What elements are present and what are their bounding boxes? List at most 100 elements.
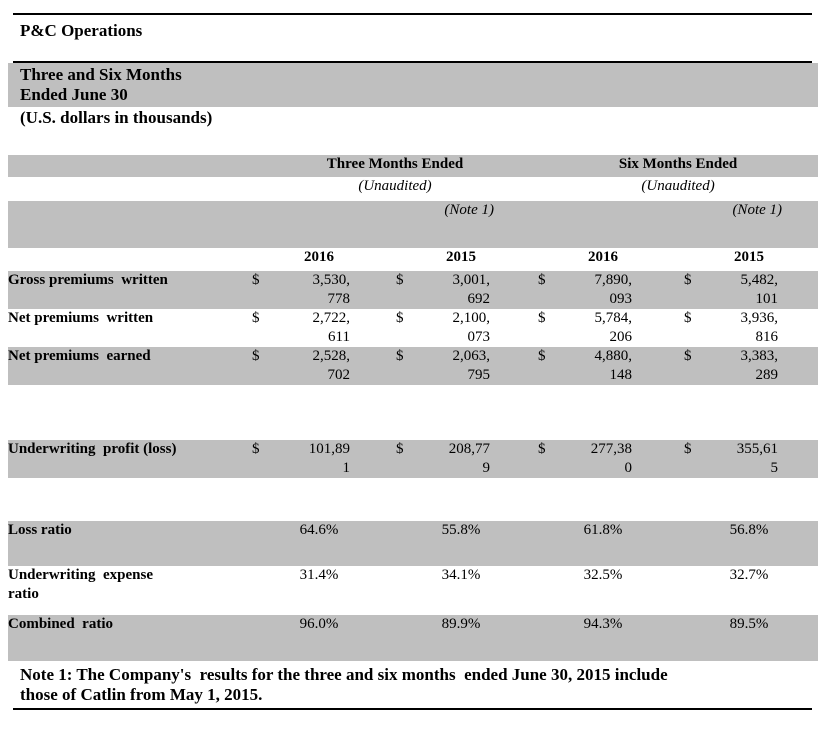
group-header-six-months: Six Months Ended	[618, 156, 738, 172]
gap-cell	[354, 309, 396, 347]
unaudited-row: (Unaudited) (Unaudited)	[8, 177, 818, 201]
currency-symbol: $	[396, 348, 404, 364]
currency-symbol: $	[252, 272, 260, 288]
currency-symbol: $	[252, 348, 260, 364]
value-cell: 7,890, 093	[594, 272, 633, 307]
row-label: Combined ratio	[8, 616, 113, 632]
empty-cell	[684, 521, 716, 566]
pc-operations-table: Three Months Ended Six Months Ended (Una…	[8, 155, 819, 661]
currency-symbol: $	[252, 310, 260, 326]
currency-symbol: $	[396, 272, 404, 288]
currency-symbol: $	[684, 272, 692, 288]
gap-cell	[354, 248, 396, 271]
currency-symbol: $	[538, 441, 546, 457]
currency-symbol: $	[396, 310, 404, 326]
empty-cell	[8, 201, 252, 248]
table-body: Gross premiums written $3,530, 778 $3,001,…	[8, 271, 819, 661]
spacer-row	[8, 385, 818, 440]
gap-cell	[636, 521, 684, 566]
currency-symbol: $	[396, 441, 404, 457]
value-cell: 94.3%	[583, 616, 623, 632]
currency-symbol: $	[538, 310, 546, 326]
year-header-row: 2016 2015 2016 2015	[8, 248, 818, 271]
value-cell: 3,383, 289	[740, 348, 779, 383]
value-cell: 96.0%	[299, 616, 339, 632]
value-cell: 3,001, 692	[452, 272, 491, 307]
group-header-three-months: Three Months Ended	[326, 156, 464, 172]
currency-symbol: $	[538, 272, 546, 288]
year-header-3mo-2016: 2016	[304, 249, 334, 265]
gap-cell	[636, 615, 684, 661]
empty-cell	[782, 248, 818, 271]
value-cell: 5,784, 206	[594, 310, 633, 345]
horizontal-rule-top	[13, 13, 812, 15]
subtitle-line-1: Three and Six Months	[20, 65, 182, 84]
empty-cell	[396, 521, 428, 566]
value-cell: 55.8%	[441, 522, 481, 538]
gap-cell	[494, 615, 538, 661]
table-row: Gross premiums written $3,530, 778 $3,001,…	[8, 271, 819, 309]
table-row: Net premiums written $2,722, 611 $2,100, 0…	[8, 309, 818, 347]
empty-cell	[396, 248, 428, 271]
empty-cell	[538, 521, 570, 566]
gap-cell	[494, 440, 538, 478]
value-cell: 34.1%	[441, 567, 481, 583]
currency-symbol: $	[252, 441, 260, 457]
gap-cell	[354, 566, 396, 615]
gap-cell	[494, 201, 538, 248]
gap-cell	[494, 309, 538, 347]
value-cell: 64.6%	[299, 522, 339, 538]
gap-cell	[494, 248, 538, 271]
value-cell: 89.5%	[729, 616, 769, 632]
empty-cell	[782, 347, 818, 385]
group-header-row: Three Months Ended Six Months Ended	[8, 155, 819, 177]
table-row: Loss ratio 64.6% 55.8% 61.8% 56.8%	[8, 521, 819, 566]
gap-cell	[636, 309, 684, 347]
gap-cell	[636, 566, 684, 615]
value-cell: 2,528, 702	[312, 348, 351, 383]
value-cell: 101,89 1	[308, 441, 350, 476]
unaudited-label-three-months: (Unaudited)	[358, 178, 432, 194]
year-header-6mo-2015: 2015	[734, 249, 765, 265]
table-row: Net premiums earned $2,528, 702 $2,063, 79…	[8, 347, 819, 385]
empty-cell	[252, 248, 284, 271]
gap-cell	[636, 347, 684, 385]
gap-cell	[636, 248, 684, 271]
value-cell: 2,722, 611	[312, 310, 351, 345]
table-row: Underwriting profit (loss) $101,89 1 $208,…	[8, 440, 819, 478]
currency-symbol: $	[684, 441, 692, 457]
value-cell: 277,38 0	[590, 441, 633, 476]
value-cell: 56.8%	[729, 522, 769, 538]
row-label: Loss ratio	[8, 522, 72, 538]
empty-cell	[782, 566, 818, 615]
note-ref-three-months: (Note 1)	[444, 202, 494, 218]
gap-cell	[354, 347, 396, 385]
empty-cell	[396, 566, 428, 615]
empty-cell	[782, 201, 818, 248]
empty-cell	[538, 248, 570, 271]
row-label: Underwriting expense ratio	[8, 567, 153, 602]
empty-cell	[782, 309, 818, 347]
currency-symbol: $	[538, 348, 546, 364]
value-cell: 2,063, 795	[452, 348, 491, 383]
page-title: P&C Operations	[20, 21, 143, 40]
spacer-cell	[8, 478, 818, 521]
empty-cell	[684, 248, 716, 271]
value-cell: 2,100, 073	[452, 310, 491, 345]
gap-cell	[494, 271, 538, 309]
row-label: Net premiums written	[8, 310, 154, 326]
spacer-cell	[8, 385, 818, 440]
table-row: Underwriting expense ratio 31.4% 34.1% 32.5…	[8, 566, 818, 615]
horizontal-rule-subtitle	[13, 61, 812, 63]
gap-cell	[636, 271, 684, 309]
horizontal-rule-bottom	[13, 708, 812, 710]
gap-cell	[636, 440, 684, 478]
note-ref-row: (Note 1) (Note 1)	[8, 201, 819, 248]
row-label: Net premiums earned	[8, 348, 151, 364]
empty-cell	[538, 615, 570, 661]
spacer-row	[8, 478, 818, 521]
row-label: Gross premiums written	[8, 272, 168, 288]
currency-symbol: $	[684, 310, 692, 326]
year-header-6mo-2016: 2016	[588, 249, 619, 265]
